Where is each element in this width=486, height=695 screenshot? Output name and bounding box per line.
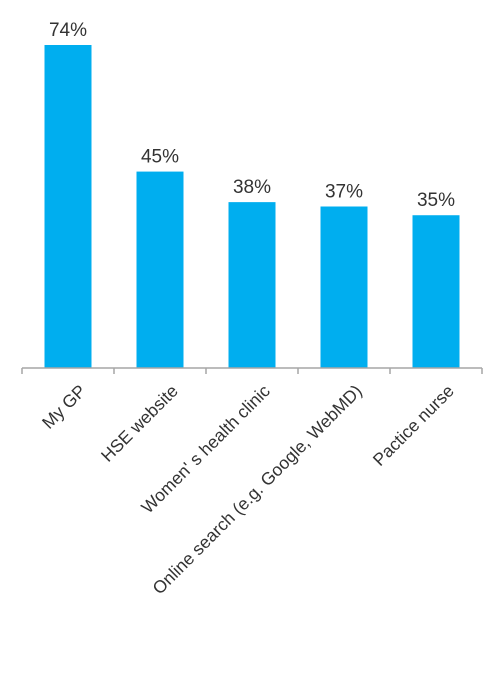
bar-4: [412, 215, 460, 368]
data-labels-layer: 74% 45% 38% 37% 35%: [49, 20, 455, 211]
category-label-0: My GP: [38, 381, 90, 433]
category-label-4: Pactice nurse: [369, 381, 458, 470]
bar-0: [44, 45, 92, 368]
bar-1: [136, 171, 184, 368]
data-label-2: 38%: [233, 177, 271, 198]
data-label-1: 45%: [141, 147, 179, 168]
bar-2: [228, 202, 276, 368]
category-label-1: HSE website: [97, 381, 182, 466]
category-label-3: Online search (e.g. Google, WebMD): [148, 381, 366, 599]
bar-3: [320, 206, 368, 368]
data-label-0: 74%: [49, 20, 87, 41]
data-label-4: 35%: [417, 190, 455, 211]
bars-layer: [44, 45, 460, 368]
x-axis: [21, 367, 483, 374]
data-label-3: 37%: [325, 182, 363, 203]
